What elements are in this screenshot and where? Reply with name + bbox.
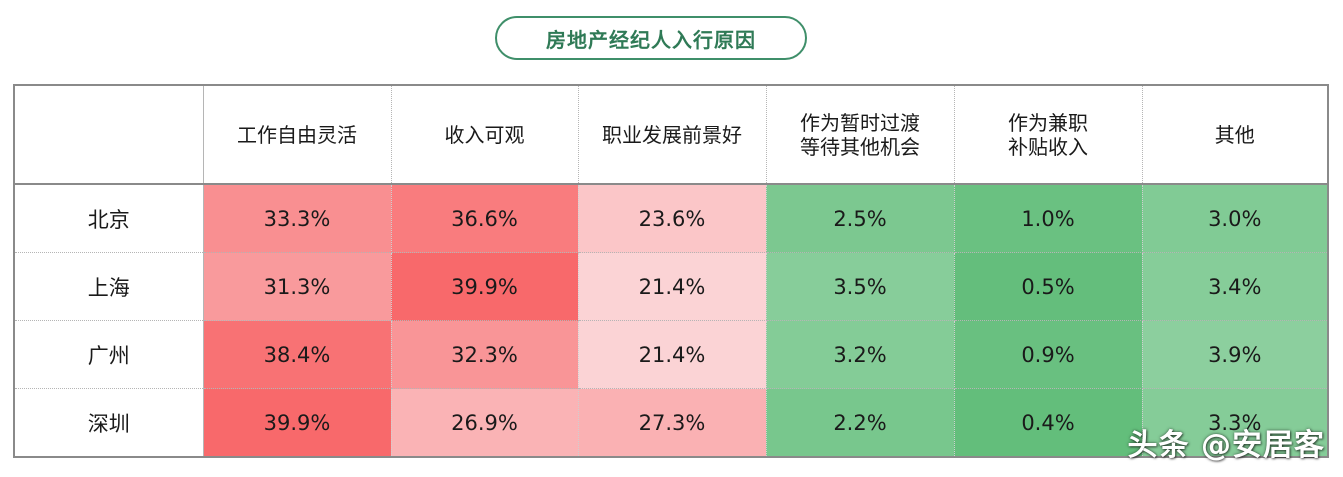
heat-cell: 33.3% bbox=[203, 184, 392, 253]
column-header-line: 等待其他机会 bbox=[800, 134, 920, 159]
table-row: 深圳 39.9% 26.9% 27.3% 2.2% 0.4% 3.3% bbox=[14, 388, 1329, 457]
heat-cell: 2.5% bbox=[766, 184, 955, 253]
table-row: 北京 33.3% 36.6% 23.6% 2.5% 1.0% 3.0% bbox=[14, 184, 1329, 253]
column-header-3: 作为暂时过渡 等待其他机会 bbox=[766, 85, 955, 185]
corner-cell bbox=[14, 85, 204, 185]
column-header-line: 其他 bbox=[1214, 122, 1255, 147]
column-header-line: 作为暂时过渡 bbox=[800, 110, 920, 135]
heat-cell: 39.9% bbox=[203, 388, 392, 457]
heatmap-table: 工作自由灵活 收入可观 职业发展前景好 作为暂时过渡 等待其他机会 作为兼职 补贴收入 其他 … bbox=[13, 84, 1329, 458]
column-header-line: 收入可观 bbox=[444, 122, 525, 147]
heat-cell: 3.5% bbox=[766, 252, 955, 321]
chart-title: 房地产经纪人入行原因 bbox=[495, 16, 807, 60]
row-label: 广州 bbox=[14, 320, 204, 389]
heat-cell: 31.3% bbox=[203, 252, 392, 321]
column-header-line: 补贴收入 bbox=[1008, 134, 1088, 159]
row-label: 上海 bbox=[14, 252, 204, 321]
heat-cell: 3.4% bbox=[1142, 252, 1329, 321]
table-row: 上海 31.3% 39.9% 21.4% 3.5% 0.5% 3.4% bbox=[14, 252, 1329, 321]
column-header-0: 工作自由灵活 bbox=[203, 85, 392, 185]
heat-cell: 3.9% bbox=[1142, 320, 1329, 389]
column-header-line: 作为兼职 bbox=[1008, 110, 1088, 135]
heat-cell: 0.4% bbox=[954, 388, 1143, 457]
heat-cell: 3.2% bbox=[766, 320, 955, 389]
watermark: 头条 @安居客 bbox=[1127, 428, 1325, 463]
heat-cell: 21.4% bbox=[578, 252, 767, 321]
heat-cell: 3.0% bbox=[1142, 184, 1329, 253]
heat-cell: 1.0% bbox=[954, 184, 1143, 253]
heat-cell: 3.3% bbox=[1142, 388, 1329, 457]
column-header-2: 职业发展前景好 bbox=[578, 85, 767, 185]
heat-cell: 23.6% bbox=[578, 184, 767, 253]
heat-cell: 26.9% bbox=[391, 388, 579, 457]
heat-cell: 36.6% bbox=[391, 184, 579, 253]
table-row: 广州 38.4% 32.3% 21.4% 3.2% 0.9% 3.9% bbox=[14, 320, 1329, 389]
heat-cell: 32.3% bbox=[391, 320, 579, 389]
column-header-1: 收入可观 bbox=[391, 85, 579, 185]
heat-cell: 0.9% bbox=[954, 320, 1143, 389]
heat-cell: 21.4% bbox=[578, 320, 767, 389]
heat-cell: 38.4% bbox=[203, 320, 392, 389]
column-header-4: 作为兼职 补贴收入 bbox=[954, 85, 1143, 185]
column-header-row: 工作自由灵活 收入可观 职业发展前景好 作为暂时过渡 等待其他机会 作为兼职 补贴收入 其他 bbox=[14, 85, 1328, 185]
heat-cell: 2.2% bbox=[766, 388, 955, 457]
row-label: 北京 bbox=[14, 184, 204, 253]
heat-cell: 27.3% bbox=[578, 388, 767, 457]
column-header-line: 职业发展前景好 bbox=[602, 122, 742, 147]
row-label: 深圳 bbox=[14, 388, 204, 457]
column-header-line: 工作自由灵活 bbox=[237, 122, 357, 147]
column-header-5: 其他 bbox=[1142, 85, 1328, 185]
heat-cell: 0.5% bbox=[954, 252, 1143, 321]
heat-cell: 39.9% bbox=[391, 252, 579, 321]
